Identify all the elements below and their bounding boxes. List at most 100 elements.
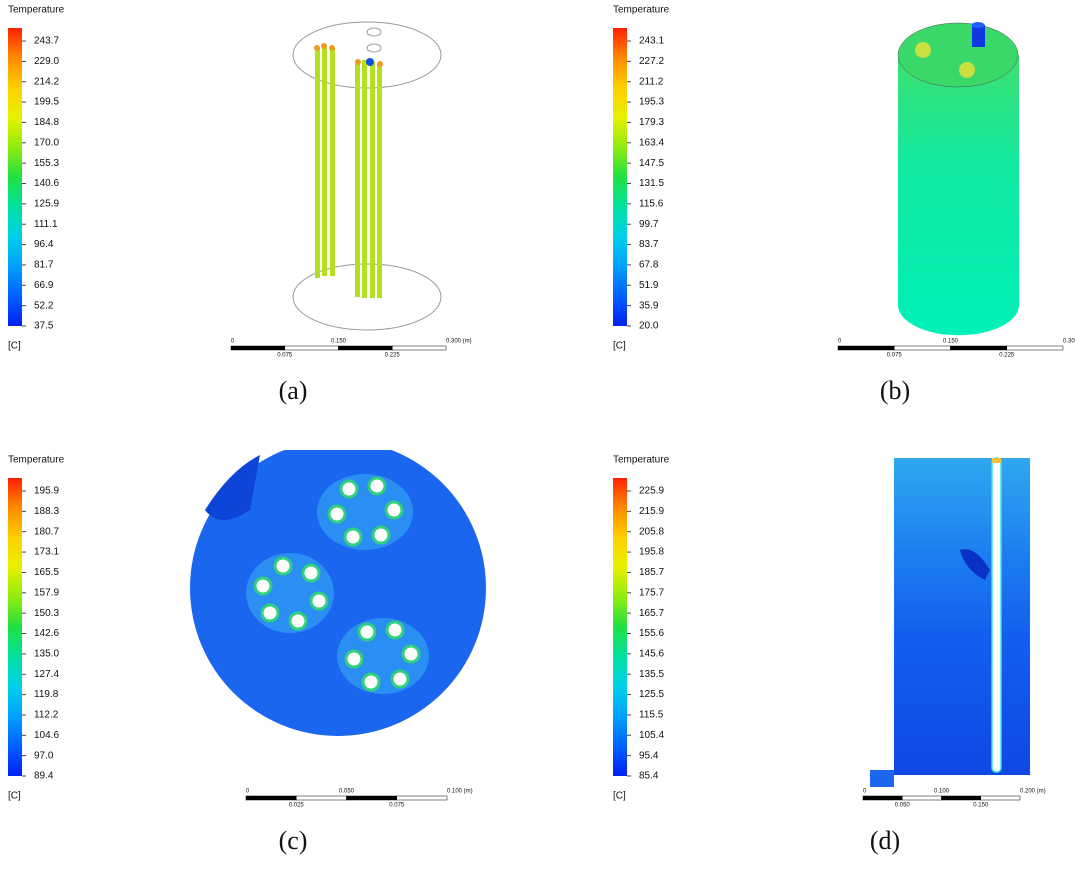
scale-bar-segment bbox=[284, 345, 339, 351]
scale-label: 0 bbox=[838, 339, 842, 345]
scale-label: 0.150 bbox=[973, 803, 989, 809]
colorbar-label: 205.8 bbox=[639, 526, 664, 537]
colorbar-label: 175.7 bbox=[639, 587, 664, 598]
scale-label: 0.225 bbox=[385, 353, 401, 359]
scale-bar-segment bbox=[296, 795, 347, 801]
caption: (b) bbox=[880, 376, 910, 405]
colorbar-label: 125.9 bbox=[34, 198, 59, 209]
colorbar-label: 211.2 bbox=[639, 76, 664, 87]
colorbar-label: 37.5 bbox=[34, 321, 54, 332]
colorbar-label: 165.5 bbox=[34, 567, 59, 578]
colorbar-label: 135.5 bbox=[639, 669, 664, 680]
colorbar-label: 179.3 bbox=[639, 117, 664, 128]
colorbar-label: 135.0 bbox=[34, 648, 59, 659]
scale-bar-segment bbox=[862, 795, 903, 801]
colorbar-label: 105.4 bbox=[639, 730, 664, 741]
scale-label: 0.100 (m) bbox=[447, 789, 473, 795]
panel-a: Temperature 243.7 229.0 214.2 199.5 184.8 170.… bbox=[8, 5, 472, 405]
colorbar-label: 229.0 bbox=[34, 56, 59, 67]
colorbar-label: 127.4 bbox=[34, 669, 59, 680]
scale-bar-segment bbox=[902, 795, 942, 801]
colorbar-label: 142.6 bbox=[34, 628, 59, 639]
colorbar-label: 170.0 bbox=[34, 137, 59, 148]
legend-unit: [C] bbox=[613, 341, 626, 352]
colorbar-label: 85.4 bbox=[639, 771, 659, 782]
legend-unit: [C] bbox=[613, 791, 626, 802]
colorbar-label: 215.9 bbox=[639, 506, 664, 517]
colorbar-label: 155.6 bbox=[639, 628, 664, 639]
scale-bar-segment bbox=[950, 345, 1007, 351]
panel-b: Temperature 243.1 227.2 211.2 195.3 179.3 163.… bbox=[613, 5, 1075, 405]
colorbar bbox=[613, 478, 627, 776]
colorbar-label: 111.1 bbox=[34, 219, 58, 230]
scale-label: 0 bbox=[863, 789, 867, 795]
scale-bar-segment bbox=[396, 795, 448, 801]
colorbar-label: 243.1 bbox=[639, 36, 664, 47]
render bbox=[870, 457, 1030, 787]
colorbar-label: 20.0 bbox=[639, 321, 659, 332]
scale-bar-segment bbox=[230, 345, 285, 351]
colorbar-label: 184.8 bbox=[34, 117, 59, 128]
legend-unit: [C] bbox=[8, 341, 21, 352]
colorbar-label: 104.6 bbox=[34, 730, 59, 741]
colorbar-label: 83.7 bbox=[639, 239, 659, 250]
colorbar-label: 112.2 bbox=[34, 710, 59, 721]
colorbar-label: 95.4 bbox=[639, 750, 659, 761]
panel-d: Temperature 225.9 215.9 205.8 195.8 185.7 175.… bbox=[613, 455, 1046, 855]
scale-label: 0 bbox=[231, 339, 235, 345]
scale-bar-segment bbox=[245, 795, 297, 801]
colorbar-label: 115.5 bbox=[639, 710, 664, 721]
colorbar-label: 115.6 bbox=[639, 198, 664, 209]
scale-label: 0.025 bbox=[289, 803, 305, 809]
scale-label: 0.050 bbox=[895, 803, 911, 809]
scale-label: 0.200 (m) bbox=[1020, 789, 1046, 795]
colorbar-label: 155.3 bbox=[34, 158, 59, 169]
scale-label: 0.075 bbox=[277, 353, 293, 359]
colorbar-label: 165.7 bbox=[639, 608, 664, 619]
colorbar-label: 119.8 bbox=[34, 689, 59, 700]
scale-label: 0.050 bbox=[339, 789, 355, 795]
colorbar-label: 195.9 bbox=[34, 486, 59, 497]
colorbar-label: 195.8 bbox=[639, 547, 664, 558]
colorbar-label: 51.9 bbox=[639, 280, 659, 291]
render bbox=[897, 22, 1019, 336]
colorbar-label: 131.5 bbox=[639, 178, 664, 189]
legend-title: Temperature bbox=[613, 5, 670, 16]
scale-label: 0.300 (m) bbox=[446, 339, 472, 345]
colorbar-label: 163.4 bbox=[639, 137, 664, 148]
colorbar-label: 214.2 bbox=[34, 76, 59, 87]
colorbar-label: 180.7 bbox=[34, 526, 59, 537]
legend-title: Temperature bbox=[613, 455, 670, 466]
scale-label: 0 bbox=[246, 789, 250, 795]
colorbar bbox=[613, 28, 627, 326]
colorbar-label: 81.7 bbox=[34, 260, 54, 271]
render bbox=[190, 450, 486, 736]
caption: (a) bbox=[279, 376, 308, 405]
legend-unit: [C] bbox=[8, 791, 21, 802]
colorbar-label: 97.0 bbox=[34, 750, 54, 761]
render bbox=[292, 21, 442, 331]
colorbar-label: 89.4 bbox=[34, 771, 54, 782]
colorbar-label: 96.4 bbox=[34, 239, 54, 250]
panel-c: Temperature 195.9 188.3 180.7 173.1 165.5 157.… bbox=[8, 450, 486, 855]
colorbar-label: 145.6 bbox=[639, 648, 664, 659]
colorbar-label: 66.9 bbox=[34, 280, 54, 291]
scale-label: 0.150 bbox=[331, 339, 347, 345]
colorbar-label: 185.7 bbox=[639, 567, 664, 578]
scale-bar-segment bbox=[1006, 345, 1064, 351]
colorbar-label: 188.3 bbox=[34, 506, 59, 517]
colorbar-label: 35.9 bbox=[639, 300, 659, 311]
colorbar-label: 125.5 bbox=[639, 689, 664, 700]
scale-bar-segment bbox=[941, 795, 981, 801]
colorbar-label: 150.3 bbox=[34, 608, 59, 619]
legend-title: Temperature bbox=[8, 5, 65, 16]
scale-bar-segment bbox=[346, 795, 397, 801]
scale-bar-segment bbox=[980, 795, 1021, 801]
colorbar bbox=[8, 28, 22, 326]
scale-bar-segment bbox=[392, 345, 447, 351]
colorbar-label: 157.9 bbox=[34, 587, 59, 598]
colorbar-label: 173.1 bbox=[34, 547, 59, 558]
colorbar-label: 67.8 bbox=[639, 260, 659, 271]
colorbar-label: 147.5 bbox=[639, 158, 664, 169]
